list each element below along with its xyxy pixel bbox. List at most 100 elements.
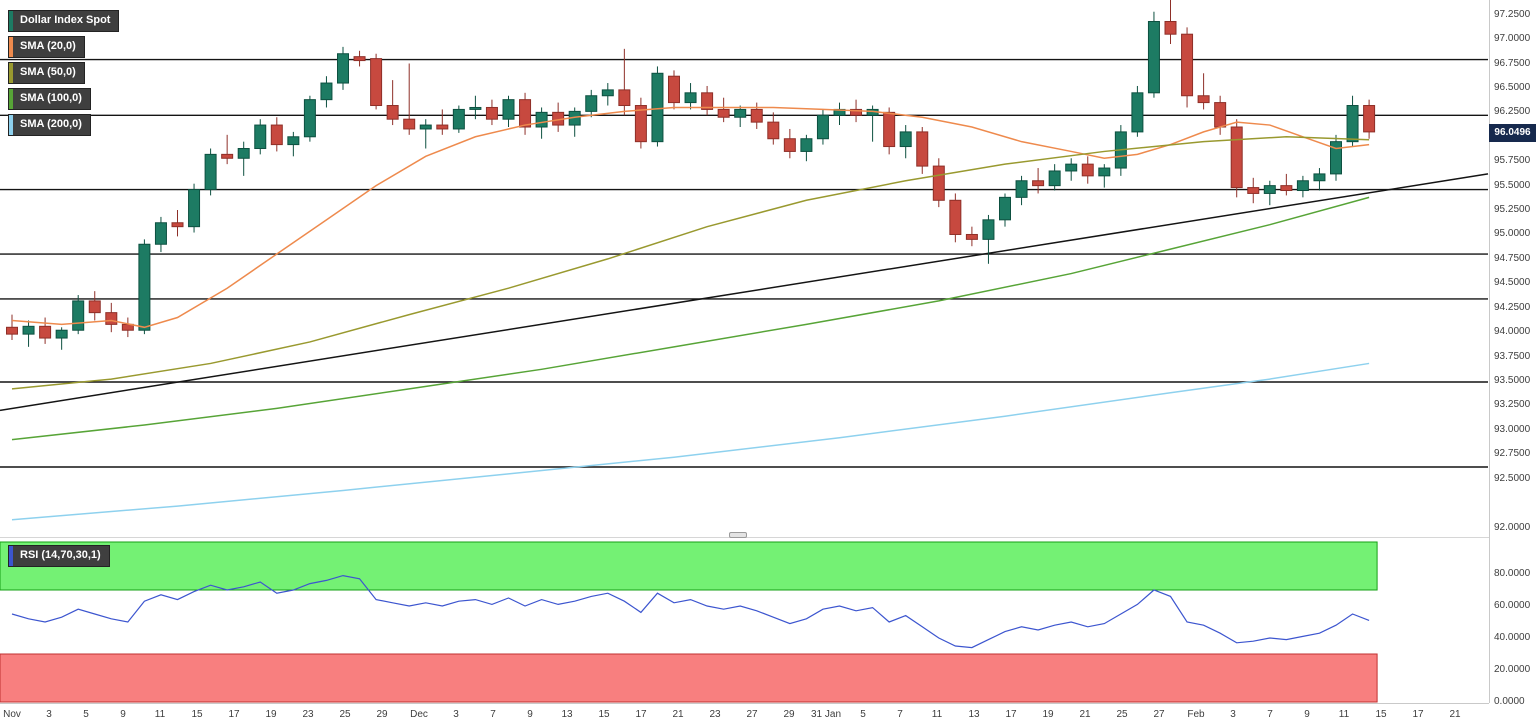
sma-overlays-layer[interactable] <box>11 106 1370 521</box>
price-axis-separator <box>1489 0 1490 703</box>
x-axis-tick: 9 <box>1304 709 1310 720</box>
series-color-swatch <box>9 115 13 135</box>
y-axis-tick: 95.5000 <box>1494 179 1531 191</box>
legend-label: RSI (14,70,30,1) <box>20 549 101 561</box>
y-axis-tick: 94.7500 <box>1494 252 1531 264</box>
legend-label: SMA (50,0) <box>20 66 76 78</box>
rsi-axis-tick: 60.0000 <box>1494 600 1531 611</box>
y-axis-tick: 97.2500 <box>1494 8 1531 20</box>
x-axis-tick: 23 <box>709 709 721 720</box>
legend-label: Dollar Index Spot <box>20 14 111 26</box>
x-axis-tick: 3 <box>453 709 459 720</box>
x-axis-tick: 23 <box>302 709 314 720</box>
x-axis-tick: 11 <box>154 709 166 720</box>
legend-label: SMA (200,0) <box>20 118 82 130</box>
y-axis-tick: 94.5000 <box>1494 277 1531 289</box>
legend-sma-50[interactable]: SMA (50,0) <box>8 62 85 84</box>
x-axis-tick: 11 <box>1338 709 1350 720</box>
x-axis-tick: 3 <box>46 709 52 720</box>
rsi-axis-tick: 80.0000 <box>1494 568 1531 579</box>
rsi-overbought-band <box>0 541 1378 591</box>
x-axis-tick: 27 <box>746 709 758 720</box>
x-axis-tick: 25 <box>1116 709 1128 720</box>
x-axis-tick: 29 <box>376 709 388 720</box>
rsi-chart-canvas[interactable] <box>0 541 1489 704</box>
x-axis-tick: 5 <box>860 709 866 720</box>
x-axis-tick: 27 <box>1153 709 1165 720</box>
x-axis-tick: 21 <box>672 709 684 720</box>
x-axis-tick: 15 <box>191 709 203 720</box>
legend-rsi[interactable]: RSI (14,70,30,1) <box>8 545 110 567</box>
current-price-badge: 96.0496 <box>1489 123 1536 142</box>
y-axis-tick: 92.0000 <box>1494 521 1531 533</box>
y-axis-tick: 94.0000 <box>1494 326 1531 338</box>
series-color-swatch <box>9 11 13 31</box>
x-axis-tick: 29 <box>783 709 795 720</box>
y-axis-tick: 93.2500 <box>1494 399 1531 411</box>
x-axis-tick: 7 <box>897 709 903 720</box>
y-axis-tick: 94.2500 <box>1494 301 1531 313</box>
series-color-swatch <box>9 63 13 83</box>
legend-label: SMA (100,0) <box>20 92 82 104</box>
x-axis-tick: 7 <box>490 709 496 720</box>
x-axis-tick: 9 <box>527 709 533 720</box>
legend-sma-20[interactable]: SMA (20,0) <box>8 36 85 58</box>
rsi-axis-tick: 20.0000 <box>1494 664 1531 675</box>
y-axis-tick: 95.2500 <box>1494 204 1531 216</box>
series-color-swatch <box>9 546 13 566</box>
rsi-axis-tick: 0.0000 <box>1494 696 1525 707</box>
x-axis-tick: Nov <box>3 709 21 720</box>
sma-line[interactable] <box>11 362 1370 521</box>
candles-layer[interactable] <box>6 0 1376 350</box>
x-axis-tick: 21 <box>1449 709 1461 720</box>
series-color-swatch <box>9 89 13 109</box>
sma-line[interactable] <box>11 136 1370 390</box>
x-axis-tick: 5 <box>83 709 89 720</box>
x-axis-tick: 7 <box>1267 709 1273 720</box>
x-axis-tick: 3 <box>1230 709 1236 720</box>
x-axis-tick: 17 <box>635 709 647 720</box>
y-axis-tick: 96.7500 <box>1494 57 1531 69</box>
y-axis-tick: 93.7500 <box>1494 350 1531 362</box>
rsi-axis-tick: 40.0000 <box>1494 632 1531 643</box>
y-axis-tick: 96.2500 <box>1494 106 1531 118</box>
x-axis-tick: 31 Jan <box>810 709 842 720</box>
x-axis-tick: 19 <box>1042 709 1054 720</box>
x-axis-tick: 21 <box>1079 709 1091 720</box>
sma-line[interactable] <box>11 196 1370 441</box>
sma-line[interactable] <box>11 106 1370 329</box>
x-axis-tick: 19 <box>265 709 277 720</box>
drawings-layer[interactable] <box>0 58 1489 468</box>
series-color-swatch <box>9 37 13 57</box>
rsi-line[interactable] <box>11 574 1370 649</box>
y-axis-tick: 93.0000 <box>1494 423 1531 435</box>
y-axis-tick: 95.7500 <box>1494 155 1531 167</box>
legend-sma-200[interactable]: SMA (200,0) <box>8 114 91 136</box>
legend-dollar-index-spot[interactable]: Dollar Index Spot <box>8 10 120 32</box>
x-axis-tick: 17 <box>228 709 240 720</box>
y-axis-tick: 93.5000 <box>1494 375 1531 387</box>
legend-label: SMA (20,0) <box>20 40 76 52</box>
y-axis-tick: 97.0000 <box>1494 33 1531 45</box>
x-axis-tick: 9 <box>120 709 126 720</box>
y-axis-tick: 92.7500 <box>1494 448 1531 460</box>
x-axis-tick: 15 <box>598 709 610 720</box>
time-axis-separator <box>0 703 1489 704</box>
x-axis-tick: Dec <box>410 709 428 720</box>
x-axis-tick: 15 <box>1375 709 1387 720</box>
x-axis-tick: 25 <box>339 709 351 720</box>
x-axis-tick: 13 <box>968 709 980 720</box>
x-axis-tick: 11 <box>931 709 943 720</box>
x-axis-tick: 17 <box>1412 709 1424 720</box>
y-axis-tick: 92.5000 <box>1494 472 1531 484</box>
x-axis-tick: 13 <box>561 709 573 720</box>
y-axis-tick: 95.0000 <box>1494 228 1531 240</box>
y-axis-tick: 96.5000 <box>1494 81 1531 93</box>
legend-sma-100[interactable]: SMA (100,0) <box>8 88 91 110</box>
main-chart-canvas[interactable] <box>0 0 1489 536</box>
rsi-oversold-band <box>0 653 1378 703</box>
x-axis-tick: 17 <box>1005 709 1017 720</box>
x-axis-tick: Feb <box>1187 709 1205 720</box>
panel-resize-handle[interactable] <box>729 532 747 538</box>
